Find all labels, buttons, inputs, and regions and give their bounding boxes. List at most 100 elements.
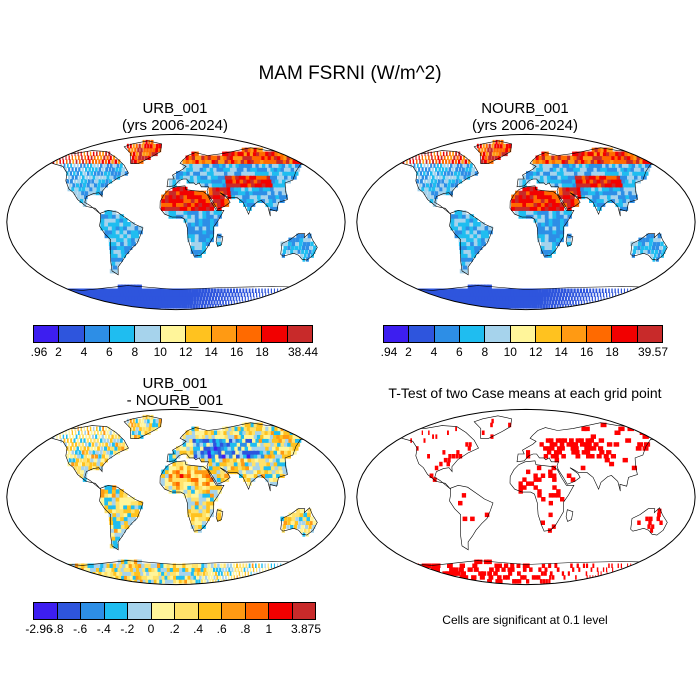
- coastline-mg: [565, 234, 574, 247]
- colorbar-swatch: [160, 326, 187, 342]
- colorbar-tick-label: 18: [605, 345, 619, 359]
- colorbar-tick-label: 2: [55, 345, 62, 359]
- world-map-nourb: [356, 133, 696, 311]
- colorbar-swatch: [222, 603, 246, 619]
- coastline-sa: [449, 209, 494, 276]
- colorbar-swatch: [292, 603, 315, 619]
- colorbar-swatch: [245, 603, 269, 619]
- colorbar-swatch: [561, 326, 587, 342]
- panel-title-line2: (yrs 2006-2024): [122, 117, 228, 134]
- colorbar-swatch: [287, 326, 312, 342]
- coastline-af: [159, 185, 225, 257]
- colorbar-tick-label: 18: [255, 345, 269, 359]
- colorbar-tick-label: 6: [106, 345, 113, 359]
- colorbar-tick-label: .8: [240, 622, 251, 636]
- colorbar-tick-label: 2: [405, 345, 412, 359]
- colorbar-urb: [33, 325, 313, 343]
- colorbar-tick-label: 14: [204, 345, 218, 359]
- world-map-ttest: [356, 408, 696, 586]
- colorbar-swatch: [135, 326, 161, 342]
- colorbar-tick-label: 39.57: [637, 345, 669, 359]
- colorbar-swatch: [510, 326, 537, 342]
- panel-title-ttest: T-Test of two Case means at each grid po…: [388, 385, 662, 401]
- coastline-sa: [99, 484, 144, 551]
- panel-title-urb: URB_001 (yrs 2006-2024): [5, 100, 345, 134]
- colorbar-swatch: [175, 603, 199, 619]
- colorbar-swatch: [59, 326, 85, 342]
- colorbar-swatch: [104, 603, 128, 619]
- colorbar-tick-label: 14: [554, 345, 568, 359]
- coastline-gr: [473, 140, 512, 164]
- coastline-au: [280, 507, 318, 536]
- colorbar-tick-label: 12: [179, 345, 193, 359]
- coastline-mg: [565, 509, 574, 522]
- world-map-diff: [6, 408, 346, 586]
- map-frame: [6, 408, 346, 586]
- colorbar-swatch: [151, 603, 175, 619]
- colorbar-tick-label: 10: [503, 345, 517, 359]
- coastline-sa: [99, 209, 144, 276]
- colorbar-swatch: [460, 326, 486, 342]
- coastline-af: [509, 460, 575, 532]
- coastline-an: [381, 560, 670, 585]
- colorbar-swatch: [637, 326, 662, 342]
- colorbar-swatch: [84, 326, 111, 342]
- coastline-sa: [449, 484, 494, 551]
- colorbar-swatch: [81, 603, 105, 619]
- colorbar-tick-label: 10: [153, 345, 167, 359]
- colorbar-swatch: [434, 326, 461, 342]
- coastline-na: [391, 425, 479, 490]
- colorbar-tick-label: -2.96: [25, 622, 53, 636]
- colorbar-tick-label: .94: [380, 345, 398, 359]
- panel-title-line1: URB_001: [142, 100, 208, 117]
- coastline-gr: [123, 415, 162, 439]
- colorbar-tick-label: 8: [481, 345, 489, 359]
- colorbar-swatch: [211, 326, 237, 342]
- panel-title-line1: URB_001: [142, 375, 208, 392]
- coastline-mg: [215, 234, 224, 247]
- coastline-au: [630, 232, 668, 261]
- colorbar-tick-label: 4: [80, 345, 88, 359]
- colorbar-tick-label: 38.44: [287, 345, 319, 359]
- colorbar-diff: [33, 602, 316, 620]
- coastline-eu: [516, 422, 673, 492]
- colorbar-swatch: [236, 326, 263, 342]
- colorbar-tick-label: 8: [131, 345, 139, 359]
- significance-note: Cells are significant at 0.1 level: [442, 613, 608, 627]
- colorbar-swatch: [57, 603, 81, 619]
- coastline-na: [391, 150, 479, 215]
- colorbar-tick-label: -.6: [73, 622, 88, 636]
- panel-title-nourb: NOURB_001 (yrs 2006-2024): [355, 100, 695, 134]
- colorbar-tick-label: 0: [147, 622, 155, 636]
- colorbar-swatch: [34, 326, 60, 342]
- coastline-gr: [473, 415, 512, 439]
- coastline-eu: [516, 147, 673, 217]
- colorbar-tick-label: 12: [529, 345, 543, 359]
- colorbar-tick-label: .96: [30, 345, 48, 359]
- panel-title-line1: NOURB_001: [481, 100, 569, 117]
- coastline-an: [31, 560, 320, 585]
- colorbar-swatch: [186, 326, 212, 342]
- map-frame: [6, 133, 346, 311]
- colorbar-swatch: [269, 603, 293, 619]
- colorbar-tick-label: 16: [579, 345, 594, 359]
- coastline-eu: [166, 422, 323, 492]
- colorbar-swatch: [612, 326, 638, 342]
- colorbar-tick-label: 4: [430, 345, 438, 359]
- colorbar-swatch: [536, 326, 562, 342]
- colorbar-tick-label: -.8: [49, 622, 64, 636]
- colorbar-swatch: [198, 603, 222, 619]
- colorbar-tick-label: 16: [229, 345, 244, 359]
- coastline-an: [31, 285, 320, 310]
- colorbar-tick-label: -.2: [120, 622, 135, 636]
- colorbar-swatch: [110, 326, 136, 342]
- colorbar-nourb: [383, 325, 663, 343]
- map-frame: [356, 408, 696, 586]
- coastline-mg: [215, 509, 224, 522]
- panel-title-diff: URB_001 - NOURB_001: [5, 375, 345, 409]
- coastline-na: [41, 425, 129, 490]
- coastline-na: [41, 150, 129, 215]
- coastline-an: [381, 285, 670, 310]
- coastline-af: [159, 460, 225, 532]
- colorbar-tick-label: 1: [265, 622, 273, 636]
